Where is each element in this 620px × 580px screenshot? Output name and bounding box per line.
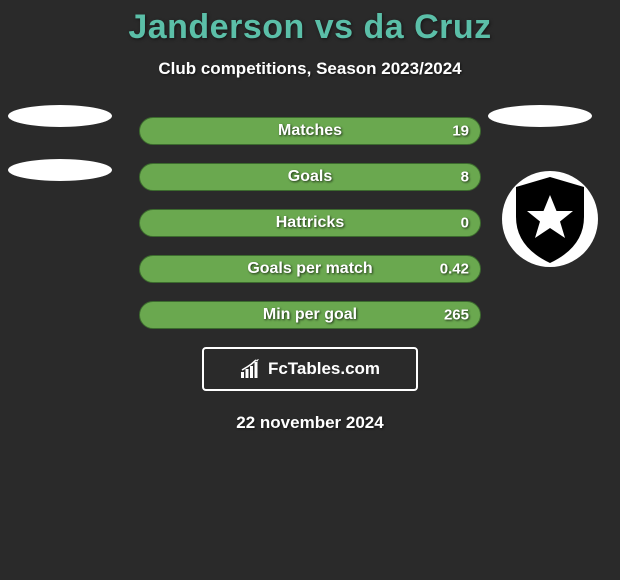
stat-value-right: 8 — [461, 169, 469, 186]
stat-label: Hattricks — [139, 214, 481, 232]
team-logo-placeholder — [8, 159, 112, 181]
team-badge — [500, 169, 600, 274]
team-logo-placeholder — [8, 105, 112, 127]
botafogo-badge-icon — [500, 169, 600, 269]
stat-row-hattricks: Hattricks 0 — [139, 209, 481, 237]
stats-area: Matches 19 Goals 8 Hattricks 0 Goals per… — [0, 117, 620, 433]
stat-label: Matches — [139, 122, 481, 140]
comparison-card: Janderson vs da Cruz Club competitions, … — [0, 0, 620, 433]
stat-row-goals-per-match: Goals per match 0.42 — [139, 255, 481, 283]
page-subtitle: Club competitions, Season 2023/2024 — [0, 59, 620, 79]
brand-label: FcTables.com — [268, 359, 380, 379]
stat-label: Goals per match — [139, 260, 481, 278]
stat-row-matches: Matches 19 — [139, 117, 481, 145]
stat-value-right: 265 — [444, 307, 469, 324]
left-team-logos — [8, 105, 112, 213]
chart-icon — [240, 359, 262, 379]
stat-value-right: 0 — [461, 215, 469, 232]
stat-value-right: 0.42 — [440, 261, 469, 278]
stat-label: Min per goal — [139, 306, 481, 324]
brand-box[interactable]: FcTables.com — [202, 347, 418, 391]
team-logo-placeholder — [488, 105, 592, 127]
date-label: 22 november 2024 — [0, 413, 620, 433]
right-team-logo-top — [488, 105, 592, 159]
stat-row-min-per-goal: Min per goal 265 — [139, 301, 481, 329]
stat-row-goals: Goals 8 — [139, 163, 481, 191]
stat-value-right: 19 — [452, 123, 469, 140]
stat-label: Goals — [139, 168, 481, 186]
stat-bars: Matches 19 Goals 8 Hattricks 0 Goals per… — [139, 117, 481, 329]
page-title: Janderson vs da Cruz — [0, 8, 620, 47]
